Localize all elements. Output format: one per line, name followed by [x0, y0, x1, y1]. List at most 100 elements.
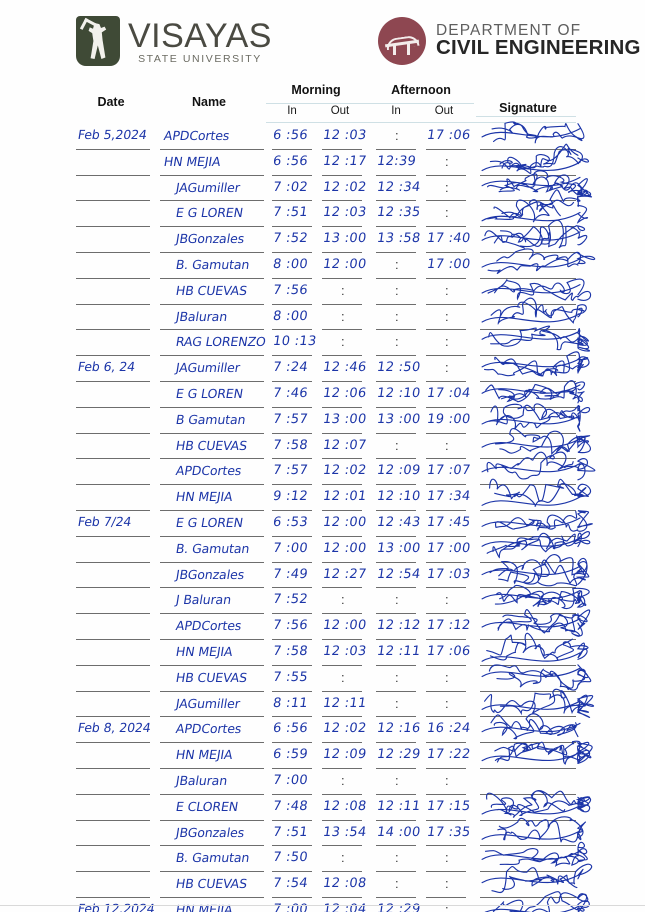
afternoon-in-rule	[376, 226, 416, 228]
morning-in-value: 7 :24	[271, 360, 309, 376]
name-cell-rule	[160, 148, 264, 150]
morning-out-rule	[322, 380, 362, 382]
afternoon-in-rule	[376, 716, 416, 718]
morning-in-rule	[272, 742, 312, 744]
vsu-logo-text: VISAYAS STATE UNIVERSITY	[128, 17, 272, 65]
morning-out-rule	[322, 561, 362, 563]
afternoon-in-rule	[376, 793, 416, 795]
afternoon-out-rule	[426, 174, 466, 176]
table-row: J Baluran 7 :52:::	[76, 585, 590, 615]
date-cell-rule	[76, 509, 150, 511]
afternoon-in-value: 12 :12	[375, 618, 422, 634]
afternoon-out-rule	[426, 251, 466, 253]
afternoon-in-rule	[376, 664, 416, 666]
morning-out-value: 12 :03	[321, 205, 368, 221]
morning-out-value: 12 :09	[321, 747, 368, 763]
morning-out-rule	[322, 458, 362, 460]
afternoon-out-rule	[426, 148, 466, 150]
afternoon-out-rule	[426, 226, 466, 228]
table-row: HN MEJIA 6 :59 12 :09 12 :29 17 :22	[76, 740, 593, 769]
morning-in-value: 7 :00	[271, 540, 309, 556]
name-cell-rule	[160, 742, 264, 744]
afternoon-in-value: 12 :43	[375, 514, 422, 530]
morning-in-value: 7 :57	[271, 411, 309, 427]
table-row: JBGonzales 7 :49 12 :27 12 :54 17 :03	[76, 553, 590, 589]
afternoon-in-rule	[376, 174, 416, 176]
date-cell-rule	[76, 561, 150, 563]
afternoon-in-rule	[376, 303, 416, 305]
afternoon-out-rule	[426, 277, 466, 279]
morning-in-value: 10 :13	[271, 334, 318, 350]
afternoon-out-rule	[426, 896, 466, 898]
afternoon-out-value: :	[445, 876, 449, 892]
morning-in-value: 7 :49	[271, 566, 309, 582]
name-value: HN MEJIA	[174, 643, 234, 659]
afternoon-in-value: 12 :34	[375, 179, 422, 195]
afternoon-out-value: 17 :00	[425, 540, 472, 556]
sheet-header: VISAYAS STATE UNIVERSITY DEPARTMENT OF C…	[0, 0, 645, 78]
afternoon-out-value: 17 :00	[425, 256, 472, 272]
afternoon-out-rule	[426, 509, 466, 511]
date-cell-rule	[76, 716, 150, 718]
table-row: JBaluran 8 :00:::	[76, 297, 587, 331]
afternoon-out-rule	[426, 355, 466, 357]
column-header-morning-out: Out	[330, 105, 350, 117]
afternoon-out-value: 17 :22	[425, 747, 472, 763]
morning-in-rule	[272, 380, 312, 382]
table-row: E G LOREN 7 :46 12 :06 12 :10 17 :04	[76, 380, 586, 408]
morning-out-value: 12 :08	[321, 798, 368, 814]
afternoon-in-value: 12 :09	[375, 463, 422, 479]
name-cell-rule	[160, 432, 264, 434]
morning-in-value: 7 :58	[271, 643, 309, 659]
afternoon-in-rule	[376, 484, 416, 486]
table-row: HB CUEVAS 7 :56:::	[76, 277, 592, 305]
afternoon-in-rule	[376, 587, 416, 589]
date-cell-rule	[76, 587, 150, 589]
name-value: J Baluran	[174, 592, 233, 608]
morning-out-value: 12 :03	[321, 643, 368, 659]
date-cell-rule	[76, 664, 150, 666]
afternoon-in-rule	[376, 458, 416, 460]
name-cell-rule	[160, 664, 264, 666]
name-cell-rule	[160, 716, 264, 718]
afternoon-in-value: 12 :10	[375, 489, 422, 505]
date-cell-rule	[76, 406, 150, 408]
afternoon-out-value: 17 :40	[425, 231, 472, 247]
morning-group-rule	[266, 103, 370, 104]
name-cell-rule	[160, 561, 264, 563]
date-value: Feb 12,2024	[76, 900, 156, 912]
afternoon-in-value: 12 :35	[375, 205, 422, 221]
name-value: APDCortes	[174, 618, 243, 634]
morning-in-value: 7 :54	[271, 876, 309, 892]
morning-out-value: 13 :54	[321, 824, 368, 840]
name-value: B. Gamutan	[174, 256, 251, 272]
morning-out-rule	[322, 716, 362, 718]
afternoon-out-value: 17 :12	[425, 618, 472, 634]
name-cell-rule	[160, 613, 264, 615]
morning-in-rule	[272, 200, 312, 202]
table-row: HB CUEVAS 7 :58 12 :07::	[76, 427, 591, 460]
civil-engineering-logo-text: DEPARTMENT OF CIVIL ENGINEERING	[436, 22, 641, 60]
morning-in-rule	[272, 690, 312, 692]
afternoon-in-rule	[376, 329, 416, 331]
name-cell-rule	[160, 406, 264, 408]
date-value: Feb 8, 2024	[76, 720, 152, 736]
morning-out-rule	[322, 896, 362, 898]
morning-in-rule	[272, 303, 312, 305]
table-row: APDCortes 7 :57 12 :02 12 :09 17 :07	[76, 451, 596, 486]
name-value: HB CUEVAS	[174, 876, 249, 892]
table-row: HN MEJIA 7 :58 12 :03 12 :11 17 :06	[76, 632, 589, 666]
morning-out-value: 12 :04	[321, 901, 368, 912]
morning-in-rule	[272, 226, 312, 228]
morning-in-rule	[272, 484, 312, 486]
morning-in-value: 7 :52	[271, 592, 309, 608]
afternoon-in-rule	[376, 406, 416, 408]
afternoon-out-value: :	[445, 901, 449, 912]
afternoon-in-value: 12 :16	[375, 721, 422, 737]
afternoon-out-value: :	[445, 669, 449, 685]
afternoon-in-value: 12:39	[375, 153, 418, 169]
morning-out-rule	[322, 535, 362, 537]
name-value: JBaluran	[174, 772, 229, 788]
name-value: HN MEJIA	[174, 747, 234, 763]
afternoon-in-value: 13 :58	[375, 231, 422, 247]
